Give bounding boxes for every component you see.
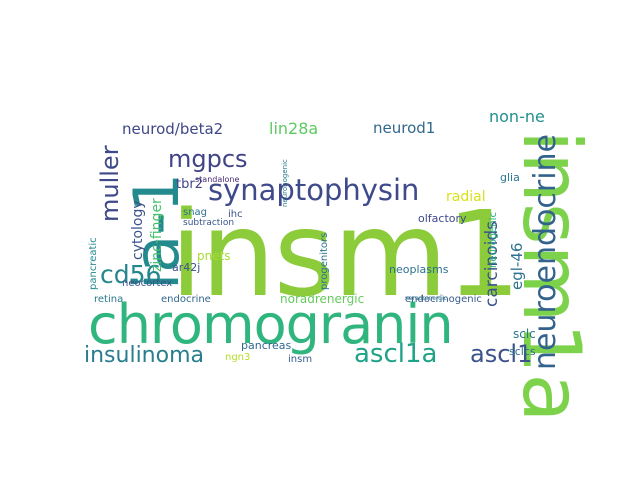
word-egl-46: egl-46	[508, 243, 526, 290]
word-neurogenic: neurogenic	[488, 212, 499, 268]
word-glia: glia	[500, 171, 520, 184]
word-synaptophysin: synaptophysin	[208, 173, 419, 207]
word-cytology: cytology	[130, 200, 146, 260]
word-pancreas: pancreas	[241, 339, 292, 352]
word-ngn3: ngn3	[225, 352, 250, 363]
word-cd56: cd56	[100, 260, 161, 289]
word-ascl1a: ascl1a	[354, 339, 437, 369]
word-noradrenergic-small: noradrenergic	[405, 295, 447, 302]
word-neuroendocrine: neuroendocrine	[528, 134, 563, 370]
cloud-background	[80, 108, 560, 372]
word-sclc: sclc	[513, 327, 536, 341]
word-non-ne: non-ne	[489, 107, 545, 126]
word-insm: insm	[288, 354, 312, 365]
word-subtraction: subtraction	[183, 218, 234, 228]
word-radial: radial	[446, 189, 486, 205]
word-chromogranin: chromogranin	[88, 293, 453, 356]
word-neurod-beta2: neurod/beta2	[122, 120, 223, 138]
word-insm1: insm1	[170, 185, 519, 323]
word-mgpcs: mgpcs	[168, 145, 248, 173]
word-pancreatic: pancreatic	[88, 237, 99, 290]
word-ia-1: ia-1	[120, 173, 193, 290]
word-tbr2: tbr2	[176, 177, 203, 192]
word-pnets: pnets	[197, 249, 231, 263]
word-muller: muller	[96, 145, 124, 222]
word-noradrenergic: noradrenergic	[280, 292, 364, 306]
word-insm1a: insm1a	[505, 130, 598, 422]
word-neurod1: neurod1	[373, 119, 435, 137]
word-zinc-finger: zinc-finger	[149, 198, 165, 272]
word-neuronogenic: neuronogenic	[281, 159, 289, 207]
word-insulinoma: insulinoma	[84, 343, 204, 368]
word-ihc: ihc	[228, 209, 243, 220]
word-retina: retina	[94, 294, 123, 305]
word-ar42j: ar42j	[172, 261, 200, 274]
word-standalone: standalone	[195, 175, 239, 184]
word-lin28a: lin28a	[269, 119, 318, 138]
word-progenitors: progenitors	[319, 233, 330, 290]
word-ascl1: ascl1	[470, 340, 532, 368]
word-neocortex: neocortex	[122, 278, 172, 289]
word-endocrinogenic: endocrinogenic	[405, 294, 482, 305]
word-carcinoids: carcinoids	[482, 221, 502, 307]
word-olfactory: olfactory	[418, 212, 467, 225]
word-snag: snag	[183, 207, 207, 218]
word-endocrine: endocrine	[161, 294, 211, 305]
word-neoplasms: neoplasms	[389, 263, 449, 276]
word-sclcs: sclcs	[509, 345, 536, 358]
